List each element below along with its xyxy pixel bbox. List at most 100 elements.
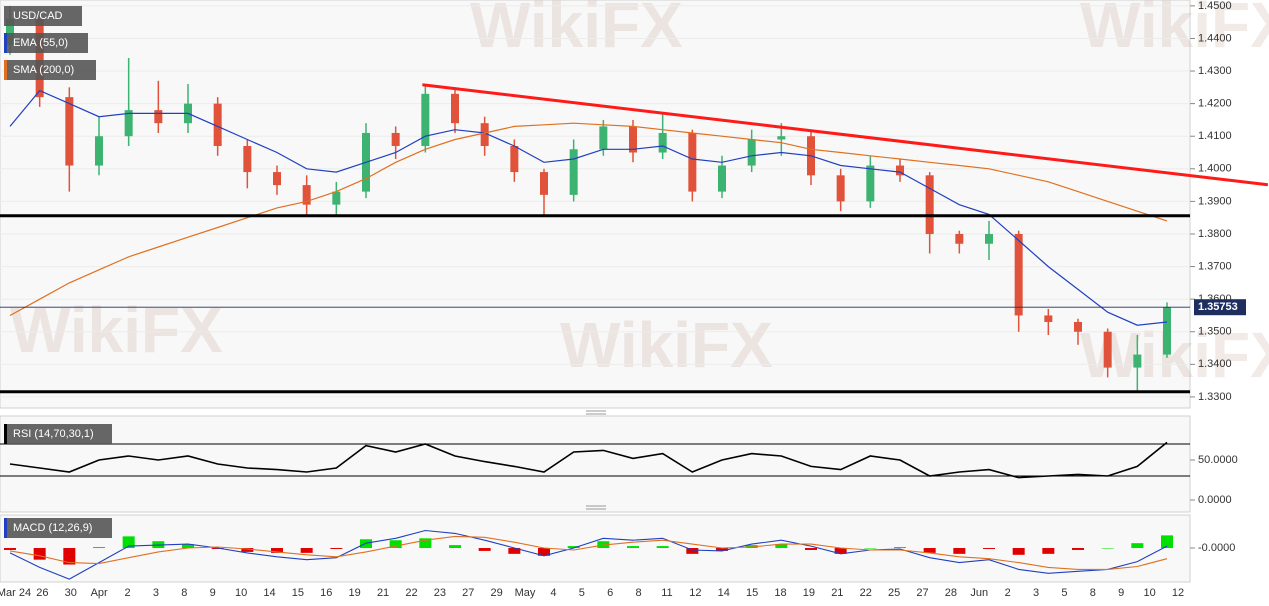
x-tick-label: 8: [1090, 587, 1096, 599]
candle-body: [35, 18, 44, 98]
macd-bar: [63, 548, 76, 565]
macd-bar: [716, 548, 728, 551]
candle-body: [332, 191, 341, 205]
macd-bar: [300, 548, 313, 553]
x-tick-label: 4: [550, 587, 556, 599]
candle-body: [302, 185, 311, 205]
rsi-panel: [0, 415, 1191, 513]
x-tick-label: 5: [579, 587, 585, 599]
watermark: WikiFX: [560, 309, 773, 381]
macd-bar: [834, 548, 847, 554]
x-tick-label: 19: [803, 587, 815, 599]
y-tick-label: 1.4200: [1198, 98, 1232, 110]
candle-body: [95, 136, 103, 166]
overlay: 1.35753 USD/CAD EMA (55,0) SMA (200,0) RSI (…: [4, 6, 1246, 538]
x-tick-label: 26: [36, 587, 48, 599]
x-tick-label: 15: [746, 587, 758, 599]
candle-body: [925, 175, 934, 234]
candle-body: [658, 132, 667, 153]
x-tick-label: 29: [491, 587, 503, 599]
candle-body: [6, 18, 14, 45]
watermark: WikiFX: [10, 294, 223, 366]
x-tick-label: 16: [320, 587, 332, 599]
macd-bar: [953, 548, 966, 554]
x-tick-label: 21: [831, 587, 843, 599]
indicator-line: [9, 122, 1168, 317]
watermark: WikiFX: [1080, 0, 1269, 61]
macd-bar: [419, 538, 432, 549]
y-tick-label: 1.4300: [1198, 65, 1232, 77]
x-tick-label: 18: [774, 587, 786, 599]
x-tick-label: May: [515, 587, 536, 599]
indicator-line: [9, 89, 1168, 326]
legend-accent: [4, 424, 7, 444]
candle-body: [1074, 321, 1082, 332]
candle-body: [154, 110, 163, 124]
macd-bar: [1012, 548, 1025, 555]
macd-bar: [271, 548, 283, 553]
candle-body: [896, 165, 904, 176]
panel-handle[interactable]: [586, 410, 606, 415]
x-tick-label: 25: [888, 587, 900, 599]
macd-bar: [508, 548, 521, 554]
x-tick-label: 27: [462, 587, 474, 599]
macd-bar: [93, 547, 105, 549]
y-tick-label: 1.4400: [1198, 32, 1232, 44]
y-tick-label: 1.3400: [1198, 358, 1232, 370]
x-tick-label: 2: [124, 587, 130, 599]
y-tick-label: 1.4500: [1198, 0, 1232, 12]
candle-body: [1014, 233, 1023, 316]
candle-body: [866, 165, 875, 202]
rsi-line: [9, 441, 1168, 479]
x-tick-label: Apr: [91, 587, 108, 599]
candle-body: [629, 126, 637, 153]
legend-label: USD/CAD: [13, 10, 63, 22]
x-tick-label: 8: [636, 587, 642, 599]
macd-bar: [1072, 548, 1084, 550]
candle-body: [1133, 354, 1142, 368]
candle-body: [599, 126, 608, 150]
x-tick-label: 15: [292, 587, 304, 599]
macd-bar: [1131, 543, 1144, 549]
legend-accent: [4, 33, 7, 53]
y-tick-label: 1.3500: [1198, 326, 1232, 338]
candle-body: [540, 172, 548, 195]
candle-body: [718, 165, 726, 192]
x-tick-label: 22: [860, 587, 872, 599]
legend-label: EMA (55,0): [13, 37, 68, 49]
last-price-label: 1.35753: [1198, 301, 1238, 313]
x-tick-label: 21: [377, 587, 389, 599]
macd-bar: [983, 548, 995, 549]
macd-bar: [567, 546, 580, 549]
candle-body: [421, 93, 430, 146]
x-tick-label: 22: [405, 587, 417, 599]
macd-line: [9, 529, 1168, 580]
macd-bar: [864, 548, 877, 549]
x-tick-label: 3: [1033, 587, 1039, 599]
x-tick-label: 2: [1005, 587, 1011, 599]
candle-body: [1103, 331, 1112, 368]
x-tick-label: 10: [1143, 587, 1155, 599]
candle-body: [747, 139, 756, 166]
macd-bar: [241, 548, 254, 552]
macd-bar: [686, 548, 699, 554]
legend-box: [4, 33, 88, 53]
signal-line: [9, 535, 1168, 570]
x-tick-label: 9: [1118, 587, 1124, 599]
macd-bar: [1042, 548, 1055, 554]
panel-handle[interactable]: [586, 505, 606, 510]
x-tick-label: 12: [1172, 587, 1184, 599]
x-tick-label: 28: [945, 587, 957, 599]
x-tick-label: 14: [718, 587, 730, 599]
macd-bar: [33, 548, 46, 560]
macd-bar: [627, 546, 639, 549]
x-tick-label: 27: [916, 587, 928, 599]
candle-body: [1163, 307, 1171, 355]
macd-bar: [923, 548, 936, 553]
candle-body: [510, 145, 519, 173]
last-price-box: [1194, 299, 1246, 316]
macd-bar: [538, 548, 550, 556]
x-tick-label: 8: [181, 587, 187, 599]
